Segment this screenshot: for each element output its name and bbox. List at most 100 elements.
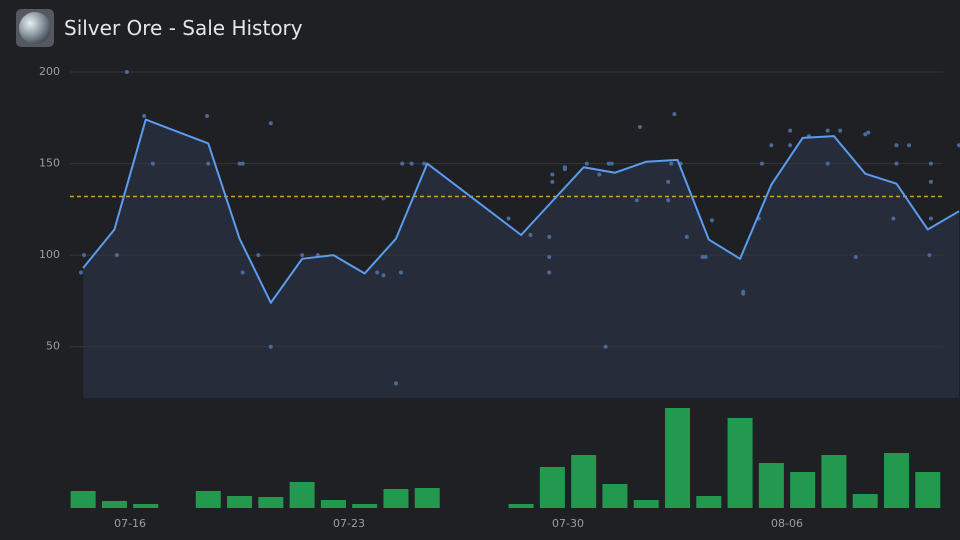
sale-point <box>928 216 933 221</box>
sale-point <box>606 161 611 166</box>
sale-point <box>703 254 708 259</box>
volume-bar <box>696 496 722 508</box>
x-tick-label: 08-06 <box>771 517 803 530</box>
sale-point <box>825 161 830 166</box>
sale-point <box>669 161 674 166</box>
sale-point <box>150 161 155 166</box>
sale-point <box>709 218 714 223</box>
y-tick-label: 50 <box>46 340 60 353</box>
volume-bar <box>602 484 628 508</box>
volume-bar <box>101 501 127 508</box>
sale-point <box>550 172 555 177</box>
sale-point <box>700 254 705 259</box>
sale-point <box>124 70 129 74</box>
x-tick-label: 07-23 <box>333 517 365 530</box>
sale-point <box>928 179 933 184</box>
sale-point <box>562 165 567 170</box>
y-tick-label: 200 <box>39 65 60 78</box>
sale-point <box>142 113 147 118</box>
volume-bar <box>571 455 597 508</box>
sale-point <box>506 216 511 221</box>
sale-point <box>788 128 793 133</box>
volume-bar <box>852 494 878 508</box>
sale-point <box>672 112 677 117</box>
sale-point <box>666 198 671 203</box>
sale-point <box>547 234 552 239</box>
volume-bar <box>727 418 753 508</box>
y-tick-label: 100 <box>39 248 60 261</box>
chart-title: Silver Ore - Sale History <box>64 16 303 40</box>
volume-bar <box>352 504 378 508</box>
sale-point <box>891 216 896 221</box>
sale-point <box>609 161 614 166</box>
sale-point <box>866 130 871 135</box>
sale-point <box>825 128 830 133</box>
sale-point <box>637 124 642 129</box>
sale-point <box>409 161 414 166</box>
volume-bar <box>258 497 284 508</box>
sale-point <box>894 143 899 148</box>
sale-point <box>894 161 899 166</box>
sale-point <box>268 344 273 349</box>
volume-bar <box>227 496 253 508</box>
sale-point <box>863 132 868 137</box>
x-tick-label: 07-30 <box>552 517 584 530</box>
sale-point <box>788 143 793 148</box>
sale-point <box>684 234 689 239</box>
sale-point <box>206 161 211 166</box>
area-fill <box>83 119 960 398</box>
volume-bar <box>665 408 691 508</box>
sale-point <box>400 161 405 166</box>
volume-bar <box>414 488 440 508</box>
price-line <box>82 118 960 304</box>
sale-point <box>268 121 273 126</box>
volume-bar <box>790 472 816 508</box>
sale-point <box>853 254 858 259</box>
sale-point <box>375 270 380 275</box>
volume-bar <box>758 463 784 508</box>
sale-point <box>114 253 119 258</box>
volume-bar <box>289 482 315 508</box>
y-tick-label: 150 <box>39 157 60 170</box>
volume-bar <box>70 491 96 508</box>
volume-bar <box>195 491 221 508</box>
sale-point <box>256 253 261 258</box>
volume-bar <box>320 500 346 508</box>
volume-bar <box>539 467 565 508</box>
volume-bar <box>915 472 941 508</box>
sale-point <box>547 270 552 275</box>
sale-point <box>634 198 639 203</box>
volume-bar <box>633 500 659 508</box>
sale-point <box>769 143 774 148</box>
volume-bar <box>508 504 534 508</box>
volume-bar <box>821 455 847 508</box>
sale-point <box>381 273 386 278</box>
sale-point <box>928 161 933 166</box>
sale-point <box>393 381 398 386</box>
sale-point <box>240 270 245 275</box>
sale-point <box>666 179 671 184</box>
sale-point <box>240 161 245 166</box>
header: Silver Ore - Sale History <box>16 8 303 48</box>
sale-point <box>300 253 305 258</box>
x-tick-label: 07-16 <box>114 517 146 530</box>
sale-point <box>741 291 746 296</box>
sale-point <box>547 254 552 259</box>
item-icon <box>16 9 54 47</box>
volume-bar <box>383 489 409 508</box>
sale-point <box>237 161 242 166</box>
sale-point <box>838 128 843 133</box>
sale-point <box>759 161 764 166</box>
sale-point <box>78 270 83 275</box>
volume-bar <box>133 504 159 508</box>
sale-point <box>381 196 386 201</box>
sale-point <box>927 253 932 258</box>
sale-point <box>584 161 589 166</box>
sale-point <box>597 172 602 177</box>
volume-bar <box>883 453 909 508</box>
sale-point <box>957 143 960 148</box>
sale-point <box>550 179 555 184</box>
sale-point <box>82 253 87 258</box>
